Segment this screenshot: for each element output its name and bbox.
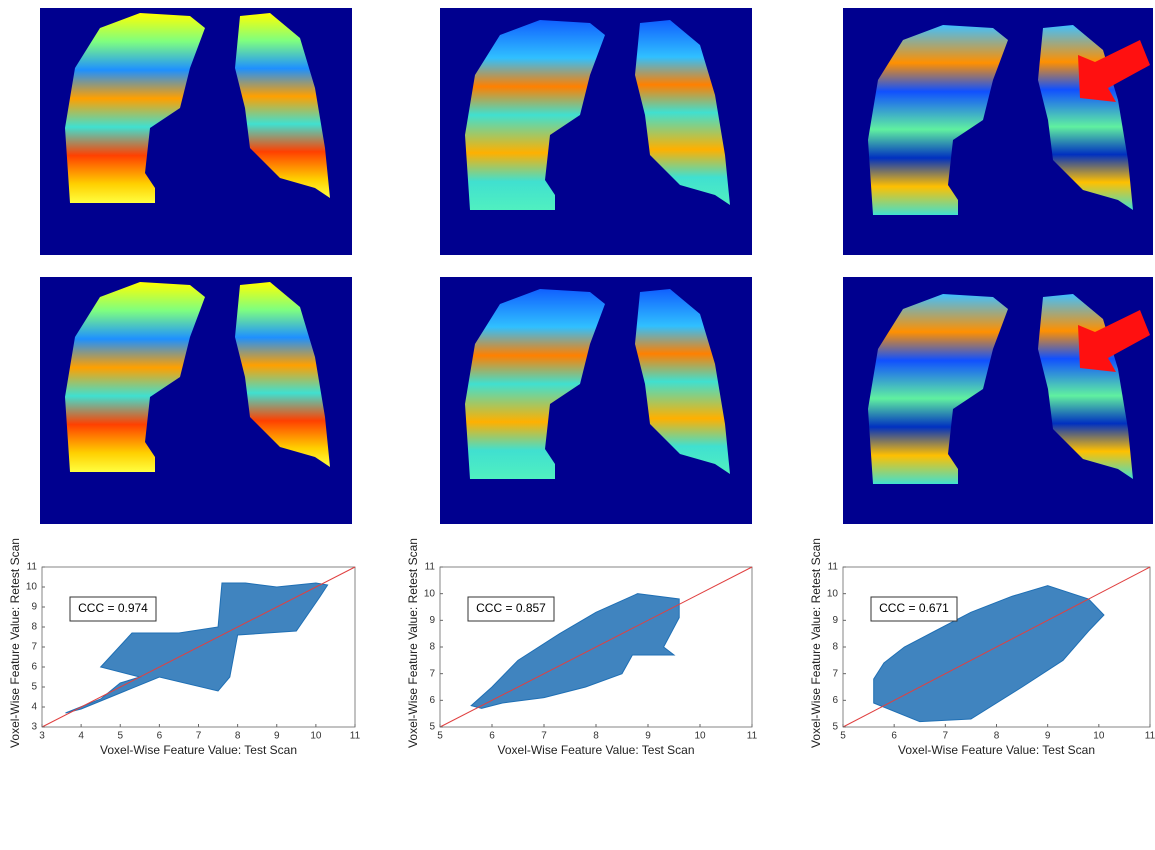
point-cloud: [470, 593, 680, 709]
arrow: [1078, 40, 1150, 102]
y-axis-label: Voxel-Wise Feature Value: Retest Scan: [809, 538, 823, 748]
x-tick-label: 7: [943, 731, 949, 742]
x-tick-label: 8: [994, 731, 1000, 742]
y-tick-label: 5: [429, 722, 435, 733]
x-tick-label: 11: [1145, 731, 1155, 742]
y-tick-label: 10: [827, 588, 839, 599]
y-tick-label: 10: [26, 582, 38, 593]
x-tick-label: 9: [645, 731, 651, 742]
x-axis-label: Voxel-Wise Feature Value: Test Scan: [100, 743, 297, 757]
x-tick-label: 10: [694, 731, 706, 742]
annotation-box: [69, 596, 157, 622]
y-tick-label: 11: [828, 562, 839, 573]
y-tick-label: 9: [31, 602, 37, 613]
x-axis-label: Voxel-Wise Feature Value: Test Scan: [498, 743, 695, 757]
annotation-box: [870, 596, 958, 622]
x-tick-label: 5: [437, 731, 443, 742]
y-tick-label: 9: [832, 615, 838, 626]
y-tick-label: 7: [429, 668, 435, 679]
point-cloud: [873, 585, 1105, 723]
scatter-chart: 5 6 7 8 9 10 11 5 6 7 8 9 10 11 Voxel-Wise Feature Val…: [406, 538, 757, 757]
annotation: CCC = 0.974: [78, 601, 148, 615]
x-tick-label: 9: [274, 731, 280, 742]
x-tick-label: 5: [840, 731, 846, 742]
x-tick-label: 3: [39, 731, 45, 742]
x-tick-label: 10: [1093, 731, 1105, 742]
x-tick-label: 6: [891, 731, 897, 742]
x-tick-label: 4: [78, 731, 84, 742]
scatter-chart: 5 6 7 8 9 10 11 5 6 7 8 9 10 11 Voxel-Wise Feature Val…: [809, 538, 1155, 757]
x-tick-label: 11: [350, 731, 361, 742]
y-axis-label: Voxel-Wise Feature Value: Retest Scan: [8, 538, 22, 748]
y-tick-label: 7: [832, 668, 838, 679]
x-axis-label: Voxel-Wise Feature Value: Test Scan: [898, 743, 1095, 757]
y-tick-label: 5: [31, 682, 37, 693]
y-tick-label: 3: [31, 722, 37, 733]
annotation: CCC = 0.671: [879, 601, 949, 615]
y-tick-label: 4: [31, 702, 37, 713]
y-tick-label: 11: [27, 562, 38, 573]
x-tick-label: 8: [235, 731, 241, 742]
y-tick-label: 8: [31, 622, 37, 633]
x-tick-label: 5: [117, 731, 123, 742]
x-tick-label: 10: [310, 731, 322, 742]
annotation-box: [467, 596, 555, 622]
y-tick-label: 8: [832, 642, 838, 653]
y-tick-label: 11: [425, 562, 436, 573]
arrow: [1078, 310, 1150, 372]
x-tick-label: 6: [157, 731, 163, 742]
identity-line: [842, 566, 1151, 728]
y-tick-label: 6: [429, 695, 435, 706]
y-tick-label: 5: [832, 722, 838, 733]
identity-line: [439, 566, 753, 728]
y-tick-label: 8: [429, 642, 435, 653]
y-tick-label: 6: [31, 662, 37, 673]
x-tick-label: 9: [1045, 731, 1051, 742]
x-tick-label: 7: [541, 731, 547, 742]
y-tick-label: 7: [31, 642, 37, 653]
y-tick-label: 10: [424, 588, 436, 599]
x-tick-label: 7: [196, 731, 202, 742]
x-tick-label: 6: [489, 731, 495, 742]
identity-line: [41, 566, 356, 728]
heatmap-panels: [40, 8, 1153, 524]
annotation: CCC = 0.857: [476, 601, 546, 615]
y-tick-label: 6: [832, 695, 838, 706]
y-tick-label: 9: [429, 615, 435, 626]
x-tick-label: 11: [747, 731, 758, 742]
scatter-chart: 3 4 5 6 7 8 9 10 11 3 4 5 6 7 8 9 10 11 Voxel-Wise Feature…: [8, 538, 360, 757]
x-tick-label: 8: [593, 731, 599, 742]
y-axis-label: Voxel-Wise Feature Value: Retest Scan: [406, 538, 420, 748]
